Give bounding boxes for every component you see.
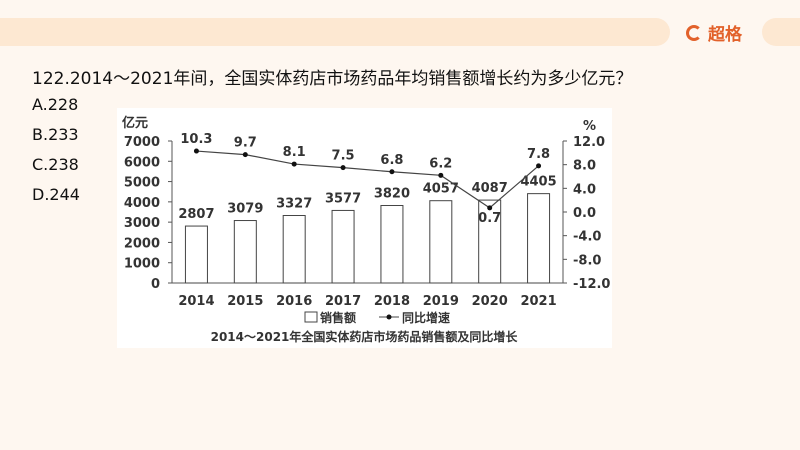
x-tick-label: 2015 (227, 294, 263, 309)
bar (184, 225, 208, 284)
x-tick-label: 2021 (520, 294, 556, 309)
bar (331, 209, 355, 284)
right-tick-label: -8.0 (573, 253, 601, 268)
growth-label: 6.8 (380, 153, 403, 168)
bar-label: 4057 (423, 182, 459, 197)
left-axis-unit: 亿元 (122, 115, 148, 131)
left-tick-label: 0 (151, 277, 160, 292)
chart: 0 1000 2000 3000 4000 5000 6000 7000 -12.0 -8.0 -4… (117, 108, 612, 348)
right-axis-unit: % (583, 119, 596, 134)
bar (478, 199, 502, 284)
legend-line-dot (386, 314, 392, 320)
growth-label: 8.1 (283, 145, 306, 160)
growth-point (536, 163, 542, 169)
growth-point (291, 161, 297, 167)
legend-bar-swatch (304, 311, 318, 323)
growth-label: 7.5 (332, 149, 355, 164)
x-tick-label: 2017 (325, 294, 361, 309)
x-tick-label: 2018 (374, 294, 410, 309)
bar-label: 4405 (520, 175, 556, 190)
header-bar (0, 18, 670, 46)
growth-point (487, 205, 493, 211)
growth-point (242, 152, 248, 158)
left-tick-label: 6000 (124, 155, 160, 170)
x-tick-label: 2014 (178, 294, 214, 309)
growth-label: 9.7 (234, 136, 257, 151)
bar (282, 215, 306, 284)
chart-title: 2014～2021年全国实体药店市场药品销售额及同比增长 (211, 329, 519, 344)
x-tick-label: 2019 (423, 294, 459, 309)
left-tick-label: 4000 (124, 196, 160, 211)
growth-label: 0.7 (478, 211, 501, 226)
bar-label: 3327 (276, 197, 312, 212)
growth-line (196, 150, 539, 209)
chart-svg: 0 1000 2000 3000 4000 5000 6000 7000 -12.0 -8.0 -4… (122, 115, 610, 344)
option-b[interactable]: B.233 (32, 125, 79, 144)
right-tick-label: 0.0 (573, 206, 596, 221)
question-text: 122.2014～2021年间，全国实体药店市场药品年均销售额增长约为多少亿元？ (32, 69, 633, 89)
bar-label: 3079 (227, 202, 263, 217)
growth-label: 7.8 (527, 147, 550, 162)
option-a[interactable]: A.228 (32, 95, 79, 114)
right-tick-label: -4.0 (573, 230, 601, 245)
left-tick-label: 5000 (124, 176, 160, 191)
x-tick-label: 2016 (276, 294, 312, 309)
right-tick-label: 12.0 (573, 135, 605, 150)
header-bar-right (762, 18, 800, 46)
bar-label: 3820 (374, 187, 410, 202)
right-tick-label: -12.0 (573, 277, 610, 292)
x-tick-label: 2020 (472, 294, 508, 309)
left-tick-label: 7000 (124, 135, 160, 150)
bar (380, 205, 404, 284)
bar (527, 193, 551, 284)
left-tick-label: 2000 (124, 236, 160, 251)
left-tick-label: 1000 (124, 257, 160, 272)
bar-label: 3577 (325, 191, 361, 206)
left-tick-label: 3000 (124, 216, 160, 231)
legend-bar-label: 销售额 (320, 310, 356, 325)
growth-point (389, 169, 395, 175)
legend-line-label: 同比增速 (402, 310, 450, 325)
option-c[interactable]: C.238 (32, 155, 79, 174)
right-tick-label: 4.0 (573, 182, 596, 197)
growth-point (340, 165, 346, 171)
growth-label: 6.2 (429, 156, 452, 171)
bar-label: 2807 (178, 207, 214, 222)
logo-icon (686, 24, 702, 41)
bar (233, 220, 257, 284)
growth-point (193, 148, 199, 154)
logo: 超格 (686, 20, 742, 45)
bar (429, 200, 453, 284)
growth-label: 10.3 (180, 132, 212, 147)
bar-label: 4087 (472, 181, 508, 196)
growth-point (438, 172, 444, 178)
logo-text: 超格 (708, 25, 742, 45)
option-d[interactable]: D.244 (32, 185, 80, 204)
right-tick-label: 8.0 (573, 159, 596, 174)
